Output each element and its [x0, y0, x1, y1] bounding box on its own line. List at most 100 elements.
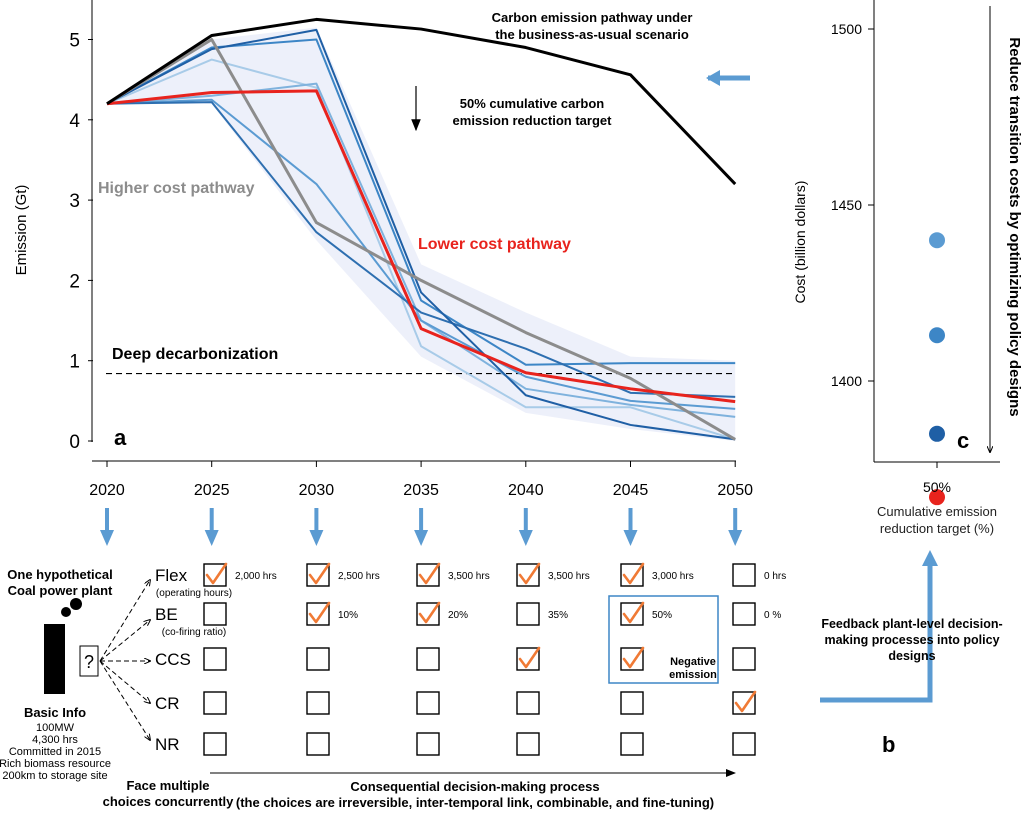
basic-info-line: Committed in 2015 — [9, 746, 101, 758]
choice-checkbox — [516, 691, 540, 715]
plant-title-line2: Coal power plant — [8, 583, 113, 598]
series-line — [106, 28, 736, 441]
check-mark-icon — [308, 601, 331, 624]
series-line — [106, 98, 736, 410]
c-x-label-line1: Cumulative emission — [877, 504, 997, 519]
plant-title-line1: One hypothetical — [7, 567, 112, 582]
choice-checkbox — [203, 602, 227, 626]
y-tick-label: 2 — [69, 271, 80, 292]
feedback-arrow — [820, 560, 933, 703]
lower-cost-label: Lower cost pathway — [418, 236, 571, 253]
decision-process-panel: One hypothetical Coal power plant ? Basi… — [0, 508, 1003, 810]
cost-points — [929, 232, 945, 506]
choice-value: 3,000 hrs — [652, 571, 694, 582]
basic-info-line: 200km to storage site — [2, 770, 107, 782]
check-mark-icon — [205, 562, 228, 585]
choice-value: 0 % — [764, 610, 781, 621]
basic-info-line: Rich biomass resource — [0, 758, 111, 770]
choice-checkbox — [516, 732, 540, 756]
feedback-line: Feedback plant-level decision- — [821, 617, 1002, 631]
c-y-axis-ticks: 14001450150015501600 — [831, 21, 874, 389]
feedback-text: Feedback plant-level decision-making pro… — [821, 617, 1002, 663]
x-tick-label: 2040 — [508, 482, 544, 499]
cost-point — [929, 232, 945, 249]
panel-b-label: b — [882, 732, 895, 757]
choice-checkbox — [620, 732, 644, 756]
choice-value: 20% — [448, 610, 468, 621]
timeline-arrow-head — [100, 530, 114, 546]
timeline-arrows — [100, 508, 743, 546]
choice-label: BE — [155, 605, 178, 624]
process-title: Consequential decision-making process — [350, 779, 599, 794]
panel-a-label: a — [114, 425, 127, 450]
c-y-axis-label: Cost (billion dollars) — [792, 181, 808, 304]
x-tick-label: 2025 — [194, 482, 230, 499]
fan-arrow — [99, 660, 150, 740]
choice-label: CR — [155, 694, 180, 713]
c-y-tick-label: 1500 — [831, 21, 862, 37]
negative-emission-label: Negative emission — [669, 656, 717, 681]
choice-value: 10% — [338, 610, 358, 621]
x-tick-label: 2020 — [89, 482, 125, 499]
basic-info-title: Basic Info — [24, 705, 86, 720]
deep-decarbonization-label: Deep decarbonization — [112, 346, 278, 363]
check-mark-icon — [418, 601, 441, 624]
choice-checkbox — [416, 732, 440, 756]
timeline-arrow-head — [623, 530, 638, 546]
choice-value: 50% — [652, 610, 672, 621]
choice-checkbox — [732, 602, 756, 626]
smoke-puff-icon — [70, 598, 82, 610]
x-tick-label: 2035 — [403, 482, 439, 499]
check-mark-icon — [622, 562, 645, 585]
y-tick-label: 4 — [69, 111, 80, 132]
y-axis-label: Emission (Gt) — [13, 185, 30, 276]
feedback-arrow-head — [922, 550, 938, 566]
check-mark-icon — [734, 690, 757, 713]
y-tick-label: 3 — [69, 191, 80, 212]
y-axis-ticks: 0 1 2 3 4 5 — [69, 0, 93, 453]
choice-label: Flex — [155, 566, 188, 585]
plant-chimney-icon — [44, 624, 65, 694]
series-line — [106, 101, 736, 398]
choice-value: 2,000 hrs — [235, 571, 277, 582]
higher-cost-label: Higher cost pathway — [98, 180, 255, 197]
bau-label-line2: the business-as-usual scenario — [495, 27, 689, 42]
choice-label: NR — [155, 735, 180, 754]
x-tick-label: 2045 — [613, 482, 649, 499]
x-tick-label: 2030 — [299, 482, 335, 499]
check-mark-icon — [518, 562, 541, 585]
smoke-puff-icon — [61, 607, 71, 617]
choice-value: 0 hrs — [764, 571, 786, 582]
basic-info-line: 100MW — [36, 722, 75, 734]
series-line — [106, 58, 736, 441]
cost-point — [929, 425, 945, 442]
y-tick-label: 5 — [69, 31, 80, 52]
bau-label-line1: Carbon emission pathway under — [492, 10, 693, 25]
timeline-arrow-head — [414, 530, 429, 546]
fan-arrow — [99, 660, 150, 703]
choice-fan-arrows — [99, 580, 150, 740]
question-mark: ? — [84, 652, 94, 672]
c-y-tick-label: 1450 — [831, 197, 862, 213]
check-mark-icon — [418, 562, 441, 585]
pathway-envelope — [107, 27, 736, 442]
choice-checkbox — [203, 647, 227, 671]
timeline-arrow-head — [728, 530, 743, 546]
choice-checkbox — [620, 691, 644, 715]
choice-checkbox — [732, 563, 756, 587]
check-mark-icon — [622, 601, 645, 624]
choice-value: 3,500 hrs — [548, 571, 590, 582]
y-tick-label: 1 — [69, 352, 80, 373]
choice-grid: Flex (operating hours)2,000 hrs 2,500 hrs 3… — [155, 562, 786, 756]
choice-checkbox — [416, 647, 440, 671]
process-subtitle: (the choices are irreversible, inter-tem… — [236, 795, 714, 810]
series-line — [106, 38, 736, 366]
choice-sublabel: (co-firing ratio) — [162, 627, 226, 638]
choice-value: 3,500 hrs — [448, 571, 490, 582]
choice-checkbox — [516, 602, 540, 626]
c-x-tick-label: 50% — [923, 479, 951, 495]
feedback-line: making processes into policy — [824, 633, 999, 647]
basic-info-line: 4,300 hrs — [32, 734, 78, 746]
series-line — [106, 17, 737, 186]
